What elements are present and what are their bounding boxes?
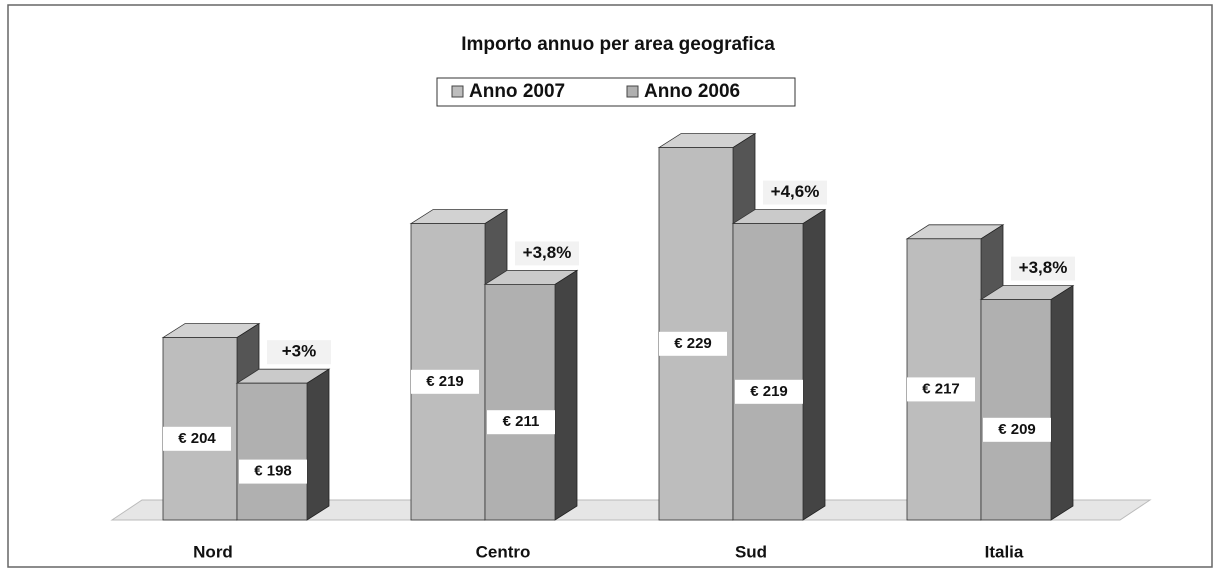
value-label: € 219 [750,383,788,400]
value-label: € 204 [178,430,216,447]
legend-swatch [626,85,639,98]
value-label: € 229 [674,335,712,352]
x-tick-label: Centro [476,542,531,561]
annotation-box [267,340,331,365]
annotation: +4,6% [771,182,820,201]
x-tick-label: Nord [193,542,233,561]
value-label-box [239,459,307,484]
bar-side [802,208,826,521]
legend-label: Anno 2006 [644,81,740,102]
bar-side [306,368,330,521]
x-tick-label: Italia [985,542,1024,561]
annotation: +3,8% [1019,258,1068,277]
value-label: € 211 [503,413,540,430]
legend-box [436,77,796,107]
x-tick-label: Sud [735,542,767,561]
chart-title: Importo annuo per area geografica [461,34,775,55]
value-label-box [659,331,727,356]
value-label: € 219 [426,373,464,390]
value-label: € 209 [998,421,1036,438]
legend-swatch [451,85,464,98]
value-label: € 198 [254,463,292,480]
annotation: +3% [282,342,317,361]
value-label-box [411,369,479,394]
value-label-box [983,417,1051,442]
value-label-box [735,379,803,404]
bar [236,382,308,521]
bar-side [554,269,578,521]
annotation-box [1011,256,1075,281]
bar [732,223,804,521]
legend-label: Anno 2007 [469,81,565,102]
value-label-box [163,426,231,451]
bar [980,299,1052,521]
bar-side [1050,284,1074,521]
value-label: € 217 [922,380,960,397]
bar [484,283,556,521]
annotation-box [763,180,827,205]
annotation-box [515,241,579,266]
value-label-box [487,410,555,435]
value-label-box [907,377,975,402]
annotation: +3,8% [523,243,572,262]
